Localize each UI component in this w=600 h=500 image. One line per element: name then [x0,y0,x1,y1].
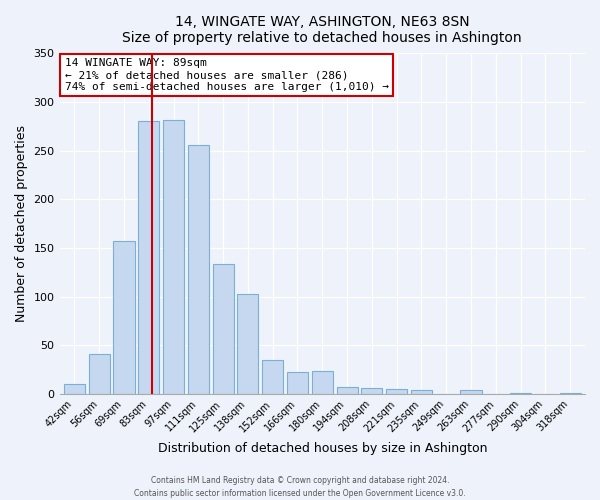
Bar [510,393,531,394]
Text: 14 WINGATE WAY: 89sqm
← 21% of detached houses are smaller (286)
74% of semi-det: 14 WINGATE WAY: 89sqm ← 21% of detached … [65,58,389,92]
Bar [287,372,308,394]
Bar [386,389,407,394]
Bar [138,122,160,394]
Bar [312,372,333,394]
Bar [64,384,85,394]
Bar [560,393,581,394]
Bar [361,388,382,394]
Bar [113,241,134,394]
Bar [411,390,432,394]
X-axis label: Distribution of detached houses by size in Ashington: Distribution of detached houses by size … [158,442,487,455]
Bar [262,360,283,394]
Bar [238,294,259,394]
Text: Contains HM Land Registry data © Crown copyright and database right 2024.
Contai: Contains HM Land Registry data © Crown c… [134,476,466,498]
Y-axis label: Number of detached properties: Number of detached properties [15,125,28,322]
Bar [460,390,482,394]
Bar [212,264,233,394]
Bar [188,145,209,394]
Title: 14, WINGATE WAY, ASHINGTON, NE63 8SN
Size of property relative to detached house: 14, WINGATE WAY, ASHINGTON, NE63 8SN Siz… [122,15,522,45]
Bar [163,120,184,394]
Bar [89,354,110,394]
Bar [337,387,358,394]
